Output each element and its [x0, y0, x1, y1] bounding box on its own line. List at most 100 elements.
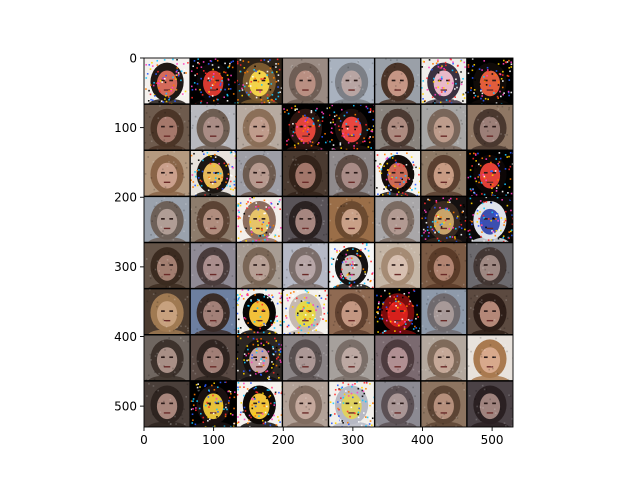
tile-noise-pixel: [478, 312, 481, 315]
tile-noise-pixel: [461, 211, 464, 214]
tile-noise-pixel: [440, 313, 442, 315]
tile-noise-pixel: [341, 420, 344, 422]
tile-noise-pixel: [236, 393, 239, 396]
tile-noise-pixel: [270, 299, 273, 302]
tile-noise-pixel: [176, 74, 179, 76]
tile-noise-pixel: [237, 416, 239, 418]
tile-noise-pixel: [279, 320, 282, 323]
tile-noise-pixel: [341, 135, 344, 137]
tile-eye-right: [261, 310, 266, 312]
y-tick-label: 0: [129, 51, 137, 65]
tile-noise-pixel: [391, 99, 394, 102]
tile-noise-pixel: [332, 156, 335, 158]
tile-noise-pixel: [153, 371, 156, 373]
tile-noise-pixel: [248, 419, 250, 422]
tile-noise-pixel: [463, 388, 466, 391]
tile-face: [203, 116, 224, 143]
tile-noise-pixel: [267, 174, 270, 176]
tile-noise-pixel: [433, 373, 435, 375]
tile-noise-pixel: [171, 86, 174, 89]
tile-noise-pixel: [245, 240, 248, 243]
tile-noise-pixel: [409, 344, 411, 346]
tile-noise-pixel: [453, 242, 455, 245]
tile-noise-pixel: [426, 108, 429, 110]
tile-noise-pixel: [437, 59, 439, 61]
tile-noise-pixel: [352, 335, 355, 338]
tile-noise-pixel: [412, 224, 414, 227]
tile-noise-pixel: [407, 177, 410, 179]
tile-noise-pixel: [321, 116, 324, 119]
tile-noise-pixel: [227, 96, 229, 99]
tile-noise-pixel: [437, 71, 440, 74]
tile-noise-pixel: [357, 118, 359, 120]
tile-mouth: [163, 135, 171, 137]
tile-noise-pixel: [323, 242, 325, 245]
tile-noise-pixel: [262, 362, 265, 364]
tile-noise-pixel: [184, 194, 187, 197]
tile-noise-pixel: [332, 144, 335, 146]
tile-noise-pixel: [491, 183, 494, 186]
tile-noise-pixel: [328, 394, 331, 397]
tile-noise-pixel: [228, 83, 230, 86]
tile-noise-pixel: [267, 276, 270, 279]
tile-noise-pixel: [443, 264, 445, 267]
tile-noise-pixel: [241, 289, 244, 291]
tile-noise-pixel: [291, 271, 293, 274]
tile-noise-pixel: [218, 162, 220, 165]
tile-noise-pixel: [464, 220, 467, 222]
tile-noise-pixel: [395, 423, 398, 426]
tile-noise-pixel: [251, 243, 254, 245]
tile-noise-pixel: [339, 325, 341, 328]
tile-noise-pixel: [377, 331, 379, 333]
tile-noise-pixel: [284, 188, 286, 191]
tile-noise-pixel: [195, 409, 197, 412]
tile-noise-pixel: [247, 289, 250, 291]
tile-noise-pixel: [462, 82, 465, 84]
tile-noise-pixel: [385, 158, 388, 160]
tile-noise-pixel: [315, 232, 318, 235]
tile-noise-pixel: [341, 81, 343, 84]
tile-noise-pixel: [468, 233, 471, 236]
tile-noise-pixel: [331, 104, 334, 107]
tile-noise-pixel: [424, 369, 427, 371]
tile-noise-pixel: [227, 118, 230, 121]
tile-noise-pixel: [300, 101, 303, 104]
x-tick-label: 300: [341, 433, 364, 447]
tile-noise-pixel: [471, 58, 474, 60]
tile-noise-pixel: [326, 328, 328, 331]
tile-noise-pixel: [372, 85, 375, 87]
tile-noise-pixel: [357, 411, 360, 414]
tile-noise-pixel: [328, 425, 331, 427]
tile-noise-pixel: [152, 84, 155, 87]
tile-noise-pixel: [262, 392, 264, 395]
tile-noise-pixel: [318, 389, 320, 392]
tile-noise-pixel: [254, 65, 256, 68]
tile-noise-pixel: [467, 230, 469, 232]
tile-noise-pixel: [151, 65, 154, 67]
tile-noise-pixel: [341, 168, 343, 171]
tile-noise-pixel: [361, 205, 364, 207]
tile-noise-pixel: [360, 424, 363, 427]
tile-face: [156, 254, 178, 281]
tile-noise-pixel: [219, 82, 222, 85]
tile-noise-pixel: [361, 399, 364, 402]
tile-face: [203, 393, 224, 420]
tile-noise-pixel: [237, 331, 240, 334]
tile-noise-pixel: [472, 308, 475, 311]
tile-noise-pixel: [301, 392, 303, 394]
tile-noise-pixel: [190, 400, 192, 402]
tile-eye-right: [169, 264, 174, 266]
tile-noise-pixel: [462, 214, 464, 216]
tile-noise-pixel: [271, 367, 273, 369]
tile-face: [387, 162, 408, 189]
tile-noise-pixel: [163, 400, 165, 403]
tile-noise-pixel: [470, 350, 472, 353]
tile-noise-pixel: [278, 377, 280, 379]
tile-noise-pixel: [358, 110, 360, 113]
tile-eye-right: [492, 356, 496, 359]
tile-noise-pixel: [501, 198, 503, 201]
tile-noise-pixel: [193, 229, 195, 231]
tile-noise-pixel: [216, 187, 219, 190]
tile-noise-pixel: [313, 99, 315, 102]
tile-noise-pixel: [255, 87, 258, 90]
